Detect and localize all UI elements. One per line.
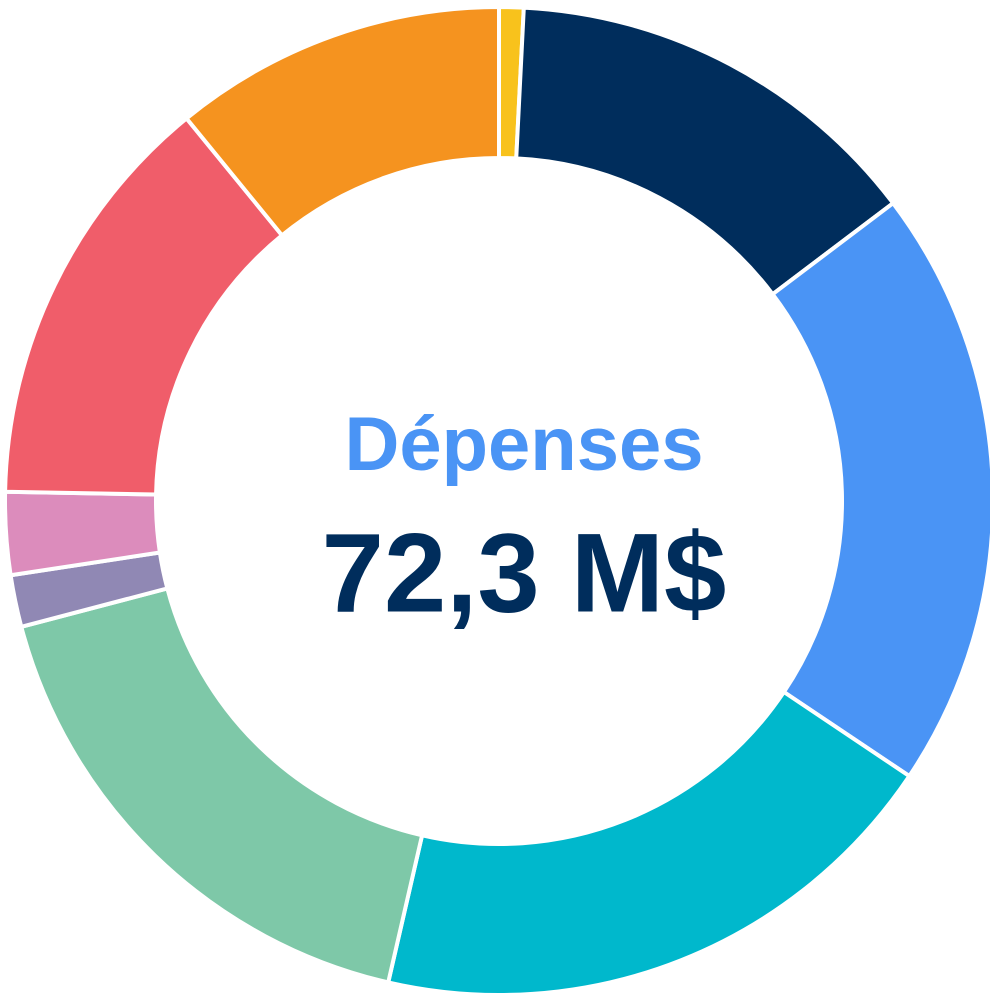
center-total: 72,3 M$	[322, 511, 727, 636]
donut-slice	[184, 5, 501, 238]
donut-slice	[19, 586, 425, 985]
donut	[3, 5, 990, 997]
donut-slice	[770, 201, 990, 779]
donut-slice	[386, 690, 912, 997]
center-title: Dépenses	[344, 402, 703, 487]
